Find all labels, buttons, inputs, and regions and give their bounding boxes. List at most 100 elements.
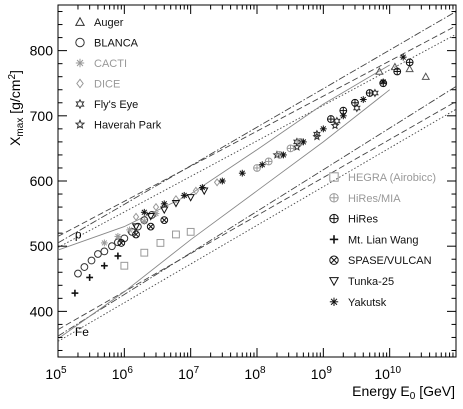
- legend-label-hegra-airobicc: HEGRA (Airobicc): [348, 172, 436, 184]
- data-point-yakutsk: [359, 96, 367, 103]
- data-point-fly-s-eye: [371, 88, 379, 98]
- legend-label-blanca: BLANCA: [94, 38, 139, 50]
- model-line-fe-dotted: [57, 108, 457, 342]
- data-point-dice: [172, 195, 180, 204]
- data-point-yakutsk: [218, 177, 226, 185]
- data-point-blanca: [100, 247, 109, 256]
- data-point-yakutsk: [299, 138, 307, 146]
- data-point-cacti: [100, 239, 108, 247]
- data-point-blanca: [80, 263, 89, 271]
- data-point-hires-mia: [253, 164, 261, 172]
- data-point-hegra-airobicc: [120, 261, 129, 270]
- data-point-tunka-25: [160, 206, 169, 215]
- data-point-yakutsk: [279, 151, 287, 159]
- data-point-yakutsk: [140, 208, 148, 216]
- data-point-fly-s-eye: [313, 129, 321, 139]
- legend-left: Auger BLANCA CACTI DICE Fly's Eye Haverah Par…: [74, 16, 162, 132]
- data-point-hegra-airobicc: [140, 248, 149, 257]
- legend-label-cacti: CACTI: [94, 58, 127, 70]
- x-tick-label: 109: [311, 365, 333, 382]
- data-point-hires: [365, 89, 374, 97]
- data-point-blanca: [74, 269, 82, 278]
- data-point-tunka-25: [186, 194, 195, 202]
- legend-marker-auger: [74, 16, 86, 26]
- model-line-p-dashdot: [57, 11, 457, 244]
- legend-marker-mt-lian-wang: [329, 235, 339, 244]
- y-axis-label: Xmax [g/cm2]: [7, 70, 26, 146]
- data-point-hegra-airobicc: [172, 230, 180, 239]
- y-tick-label: 700: [30, 108, 54, 124]
- legend-label-yakutsk: Yakutsk: [348, 297, 387, 309]
- model-lines: [57, 11, 457, 342]
- data-point-auger: [390, 62, 400, 71]
- data-point-haverah-park: [330, 120, 340, 130]
- data-point-auger: [421, 72, 431, 80]
- legend-label-dice: DICE: [94, 79, 120, 91]
- data-points: [71, 53, 431, 297]
- data-point-yakutsk: [399, 53, 407, 61]
- legend-marker-tunka-25: [328, 277, 340, 287]
- y-axis-ticks: 400 500 600 700 800: [30, 11, 456, 351]
- data-point-blanca: [87, 256, 96, 265]
- legend-label-hires: HiRes: [348, 214, 378, 226]
- y-tick-label: 800: [30, 43, 54, 59]
- data-point-tunka-25: [199, 187, 209, 196]
- data-point-yakutsk: [339, 112, 347, 120]
- data-point-yakutsk: [258, 161, 266, 169]
- data-point-yakutsk: [319, 125, 327, 133]
- model-line-fe-solid: [57, 89, 390, 340]
- model-line-fe-dashdot: [57, 86, 457, 337]
- x-axis-ticks: 105 106 107 108 109 1010: [45, 5, 457, 382]
- data-point-yakutsk: [379, 78, 387, 86]
- data-point-spase-vulcan: [146, 222, 155, 231]
- data-point-hires-mia: [264, 157, 273, 166]
- data-point-auger: [375, 67, 384, 75]
- data-point-yakutsk: [238, 169, 246, 177]
- annotation-p: p: [75, 227, 82, 241]
- data-point-hires: [351, 98, 359, 107]
- legend-marker-hires: [329, 213, 339, 224]
- data-point-mt-lian-wang: [71, 289, 79, 297]
- data-point-mt-lian-wang: [114, 252, 122, 260]
- annotation-fe: Fe: [75, 325, 89, 339]
- y-tick-label: 600: [30, 173, 54, 189]
- x-tick-label: 1010: [374, 365, 401, 382]
- legend-marker-fly-s-eye: [75, 98, 85, 110]
- data-point-dice: [213, 178, 221, 187]
- y-tick-label: 400: [30, 303, 54, 319]
- data-point-tunka-25: [146, 212, 155, 221]
- legend-label-hires-mia: HiRes/MIA: [348, 193, 401, 205]
- data-point-cacti: [114, 233, 122, 240]
- data-point-spase-vulcan: [160, 216, 169, 225]
- legend-marker-hegra-airobicc: [329, 172, 339, 182]
- data-point-spase-vulcan: [117, 239, 126, 247]
- data-point-tunka-25: [171, 199, 181, 208]
- x-tick-label: 107: [178, 365, 200, 382]
- data-point-yakutsk: [160, 200, 168, 208]
- legend-marker-cacti: [75, 58, 85, 68]
- data-point-hires: [326, 115, 335, 123]
- data-point-dice: [132, 212, 140, 222]
- legend-marker-spase-vulcan: [329, 255, 339, 265]
- data-point-auger: [405, 64, 414, 73]
- data-point-hires-mia: [286, 144, 295, 153]
- data-point-cacti: [140, 218, 148, 225]
- x-tick-label: 108: [244, 365, 266, 382]
- data-point-blanca: [127, 227, 136, 236]
- legend-marker-yakutsk: [329, 297, 339, 306]
- data-point-haverah-park: [312, 131, 322, 141]
- x-tick-label: 105: [45, 365, 67, 382]
- x-tick-label: 106: [112, 365, 134, 382]
- legend-marker-haverah-park: [74, 118, 86, 129]
- data-point-hires: [405, 58, 414, 67]
- model-line-p-dash: [57, 25, 457, 237]
- data-point-dice: [152, 202, 160, 212]
- legend-marker-blanca: [75, 37, 85, 48]
- x-axis-label: Energy E0 [GeV]: [352, 383, 455, 402]
- data-point-blanca: [94, 250, 102, 258]
- data-point-haverah-park: [292, 142, 302, 151]
- legend-label-tunka-25: Tunka-25: [348, 276, 394, 288]
- y-tick-label: 500: [30, 238, 54, 254]
- data-point-blanca: [108, 242, 116, 251]
